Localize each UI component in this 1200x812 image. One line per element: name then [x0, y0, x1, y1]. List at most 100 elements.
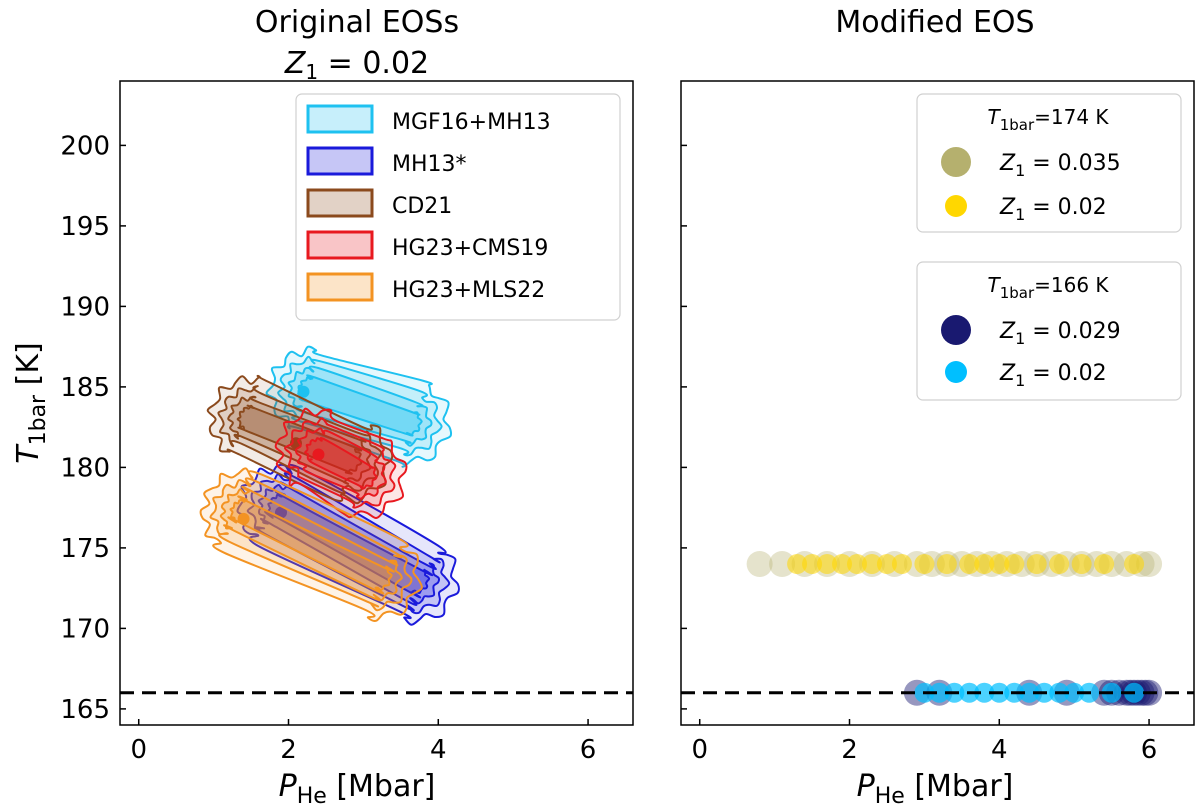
- left-y-tick-label: 200: [60, 131, 110, 161]
- scatter-point: [1064, 682, 1085, 703]
- scatter-point: [846, 554, 867, 574]
- right-title: Modified EOS: [835, 5, 1034, 40]
- scatter-point: [746, 551, 773, 577]
- legend-label: HG23+MLS22: [392, 278, 545, 303]
- scatter-point: [929, 682, 950, 703]
- legend-marker-z02-blue: [945, 361, 967, 383]
- right-panel: Modified EOS 0 2 4 6 PHe [Mbar] T1bar=174 K…: [680, 5, 1195, 809]
- right-x-tick-label: 4: [991, 735, 1008, 765]
- left-panel: Original EOSs Z1 = 0.02 0 2 4 6 165 170 175 18…: [11, 5, 634, 809]
- scatter-point: [787, 554, 808, 574]
- left-legend-box: [295, 93, 621, 321]
- scatter-series: [787, 554, 1145, 574]
- scatter-point: [914, 554, 935, 574]
- left-x-tick-label: 4: [430, 735, 447, 765]
- legend-label: HG23+CMS19: [392, 236, 548, 261]
- scatter-point: [769, 551, 796, 577]
- right-scatter-points: [746, 551, 1163, 706]
- scatter-point: [876, 554, 897, 574]
- contour-peak: [312, 448, 325, 461]
- contour-level: [295, 427, 387, 500]
- scatter-point: [802, 554, 823, 574]
- right-legend-box-174: [916, 93, 1182, 233]
- left-title-line2: Z1 = 0.02: [284, 46, 429, 84]
- contour-peak: [297, 385, 310, 398]
- left-contours: [199, 345, 460, 626]
- right-x-tick-label: 2: [841, 735, 858, 765]
- right-x-tick-label: 0: [691, 735, 708, 765]
- contour-level: [257, 481, 440, 606]
- left-x-tick-label: 0: [130, 735, 147, 765]
- legend-label: MGF16+MH13: [392, 110, 551, 135]
- scatter-point: [1049, 554, 1070, 574]
- legend-marker-z02-yellow: [945, 195, 967, 217]
- left-y-ticks: 165 170 175 180 185 190 195 200: [60, 131, 126, 725]
- left-y-tick-label: 180: [60, 453, 110, 483]
- legend-label-z035: Z1 = 0.035: [999, 151, 1121, 180]
- left-x-axis-label: PHe [Mbar]: [279, 769, 436, 809]
- right-x-axis-label: PHe [Mbar]: [857, 769, 1014, 809]
- contour-level: [236, 463, 460, 626]
- left-y-tick-label: 175: [60, 534, 110, 564]
- right-legend-box-166: [916, 261, 1182, 401]
- legend-swatch: [306, 104, 374, 134]
- legend-group-title-166: T1bar=166 K: [987, 273, 1109, 302]
- contour-level: [277, 355, 443, 457]
- right-y-ticks: [681, 144, 687, 710]
- right-x-ticks: 0 2 4 6: [691, 719, 1157, 765]
- contour-mgf16-mh13: [265, 345, 453, 468]
- legend-label: CD21: [392, 194, 452, 219]
- right-plot-frame: [680, 80, 1195, 726]
- scatter-point: [1124, 554, 1145, 574]
- legend-marker-z029: [941, 315, 971, 345]
- scatter-point: [891, 554, 912, 574]
- left-legend: MGF16+MH13 MH13* CD21 HG23+CMS19 HG23+MLS22: [295, 93, 621, 321]
- legend-swatch: [306, 188, 374, 218]
- contour-hg23-mls22: [199, 467, 423, 622]
- contour-level: [209, 477, 413, 612]
- legend-label-z02-yellow: Z1 = 0.02: [999, 195, 1107, 224]
- scatter-point: [1026, 554, 1047, 574]
- contour-hg23-cms19: [274, 407, 408, 519]
- legend-swatch: [306, 272, 374, 302]
- legend-group-title-174: T1bar=174 K: [987, 105, 1109, 134]
- legend-swatch: [306, 230, 374, 260]
- legend-label: MH13*: [392, 152, 467, 177]
- left-x-tick-label: 6: [580, 735, 597, 765]
- scatter-point: [989, 554, 1010, 574]
- scatter-point: [936, 554, 957, 574]
- scatter-point: [832, 554, 853, 574]
- right-legend-group-166: T1bar=166 K Z1 = 0.029 Z1 = 0.02: [916, 261, 1182, 401]
- scatter-point: [974, 554, 995, 574]
- left-y-tick-label: 185: [60, 373, 110, 403]
- legend-marker-z035: [941, 147, 971, 177]
- left-y-tick-label: 165: [60, 695, 110, 725]
- contour-level: [227, 495, 395, 595]
- left-x-ticks: 0 2 4 6: [130, 719, 596, 765]
- scatter-point: [817, 554, 838, 574]
- legend-label-z029: Z1 = 0.029: [999, 319, 1121, 348]
- legend-swatch: [306, 146, 374, 176]
- scatter-point: [1071, 554, 1092, 574]
- left-title-line1: Original EOSs: [255, 5, 459, 40]
- right-x-tick-label: 6: [1141, 735, 1158, 765]
- scatter-point: [1094, 554, 1115, 574]
- legend-label-z02-blue: Z1 = 0.02: [999, 361, 1107, 390]
- left-x-tick-label: 2: [280, 735, 297, 765]
- contour-level: [274, 407, 408, 519]
- scatter-point: [1136, 551, 1163, 577]
- scatter-point: [1004, 554, 1025, 574]
- scatter-point: [974, 682, 995, 703]
- left-y-tick-label: 190: [60, 292, 110, 322]
- left-y-tick-label: 195: [60, 212, 110, 242]
- right-legend-group-174: T1bar=174 K Z1 = 0.035 Z1 = 0.02: [916, 93, 1182, 233]
- scatter-point: [861, 554, 882, 574]
- left-y-tick-label: 170: [60, 614, 110, 644]
- left-y-axis-label: T1bar [K]: [11, 342, 51, 463]
- scatter-point: [1019, 682, 1040, 703]
- left-plot-frame: [119, 80, 634, 726]
- contour-level: [219, 485, 403, 602]
- scatter-point: [959, 554, 980, 574]
- contour-peak: [237, 512, 250, 525]
